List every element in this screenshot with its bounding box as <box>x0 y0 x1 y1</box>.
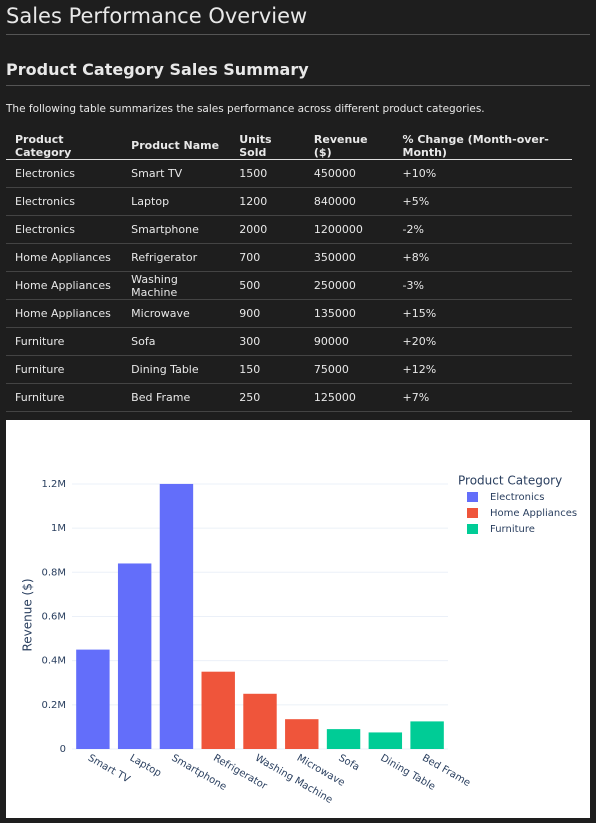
legend-label: Home Appliances <box>490 508 577 519</box>
bar <box>285 719 319 749</box>
bar <box>243 693 277 749</box>
table-row: Electronics Smartphone 2000 1200000 -2% <box>6 215 572 244</box>
table-cell: Electronics <box>6 215 123 244</box>
table-cell: 250000 <box>304 271 394 300</box>
table-cell: 90000 <box>304 327 394 356</box>
legend-swatch <box>467 524 478 534</box>
table-cell: Washing Machine <box>122 271 231 300</box>
page-title: Sales Performance Overview <box>6 4 590 35</box>
table-cell: -3% <box>393 271 572 300</box>
table-cell: 350000 <box>304 243 394 272</box>
x-tick-label: Smart TV <box>86 753 132 786</box>
table-cell: Electronics <box>6 159 123 188</box>
table-cell: Electronics <box>6 187 123 216</box>
column-header: Units Sold <box>230 132 305 160</box>
chart: Revenue ($) Product Category 0 0.2M 0.4M 0.… <box>6 420 590 818</box>
table-row: Home Appliances Refrigerator 700 350000 +8% <box>6 243 572 272</box>
table-row: Electronics Laptop 1200 840000 +5% <box>6 187 572 216</box>
column-header: Revenue ($) <box>304 132 394 160</box>
y-tick-label: 0.4M <box>41 656 66 667</box>
table-cell: +10% <box>393 159 572 188</box>
y-tick-label: 0.8M <box>41 567 66 578</box>
table-row: Furniture Bed Frame 250 125000 +7% <box>6 383 572 412</box>
bar <box>368 732 403 749</box>
table-cell: Smartphone <box>122 215 231 244</box>
table-cell: Microwave <box>122 299 231 328</box>
table-row: Furniture Sofa 300 90000 +20% <box>6 327 572 356</box>
table-cell: 250 <box>230 383 305 412</box>
bar <box>117 563 152 749</box>
table-cell: 840000 <box>304 187 394 216</box>
table-cell: Laptop <box>122 187 231 216</box>
table-cell: Home Appliances <box>6 271 123 300</box>
sales-table: Product Category Product Name Units Sold Re… <box>6 132 572 412</box>
header-row: Product Category Product Name Units Sold Re… <box>6 132 572 160</box>
table-cell: 500 <box>230 271 305 300</box>
table-cell: Dining Table <box>122 355 231 384</box>
table-cell: 700 <box>230 243 305 272</box>
table-cell: 125000 <box>304 383 394 412</box>
table-cell: +5% <box>393 187 572 216</box>
table-cell: 1200000 <box>304 215 394 244</box>
table-row: Furniture Dining Table 150 75000 +12% <box>6 355 572 384</box>
table-cell: +7% <box>393 383 572 412</box>
y-tick-label: 1.2M <box>41 479 66 490</box>
table-cell: +12% <box>393 355 572 384</box>
intro: The following table summarizes the sales… <box>6 103 485 115</box>
legend-label: Furniture <box>490 524 535 535</box>
table-cell: 150 <box>230 355 305 384</box>
table-cell: Smart TV <box>122 159 231 188</box>
table-cell: 450000 <box>304 159 394 188</box>
table-cell: +20% <box>393 327 572 356</box>
legend-swatch <box>467 492 478 502</box>
table-cell: 1200 <box>230 187 305 216</box>
bar <box>326 729 361 749</box>
x-tick-label: Laptop <box>128 753 163 780</box>
table-cell: 1500 <box>230 159 305 188</box>
legend-swatch <box>467 508 478 518</box>
table-cell: Furniture <box>6 383 123 412</box>
y-tick-label: 0 <box>60 744 66 755</box>
table-cell: -2% <box>393 215 572 244</box>
table-cell: Refrigerator <box>122 243 231 272</box>
y-tick-label: 0.2M <box>41 700 66 711</box>
y-tick-label: 0.6M <box>41 611 66 622</box>
table-cell: Furniture <box>6 327 123 356</box>
table-cell: 135000 <box>304 299 394 328</box>
bar <box>410 721 444 749</box>
section-title: Product Category Sales Summary <box>6 60 590 86</box>
table-row: Electronics Smart TV 1500 450000 +10% <box>6 159 572 188</box>
table-row: Home Appliances Washing Machine 500 250000-… <box>6 271 572 300</box>
bar <box>159 483 194 749</box>
table-cell: +8% <box>393 243 572 272</box>
legend-title: Product Category <box>458 474 562 488</box>
column-header: Product Category <box>6 132 123 160</box>
bar <box>201 671 235 749</box>
table-cell: 900 <box>230 299 305 328</box>
table-cell: Furniture <box>6 355 123 384</box>
table-cell: 300 <box>230 327 305 356</box>
table-cell: Bed Frame <box>122 383 231 412</box>
y-tick-label: 1M <box>51 523 66 534</box>
x-tick-label: Sofa <box>337 753 362 774</box>
column-header: Product Name <box>122 132 231 160</box>
table-row: Home Appliances Microwave 900 135000 +15% <box>6 299 572 328</box>
table-cell: 2000 <box>230 215 305 244</box>
y-axis-title: Revenue ($) <box>21 578 35 651</box>
x-tick-label: Washing Machine <box>253 753 334 806</box>
column-header: % Change (Month-over-Month) <box>393 132 572 160</box>
table-cell: 75000 <box>304 355 394 384</box>
table-cell: +15% <box>393 299 572 328</box>
legend-label: Electronics <box>490 492 545 503</box>
bar <box>76 649 110 749</box>
table-cell: Sofa <box>122 327 231 356</box>
table-cell: Home Appliances <box>6 299 123 328</box>
table-cell: Home Appliances <box>6 243 123 272</box>
